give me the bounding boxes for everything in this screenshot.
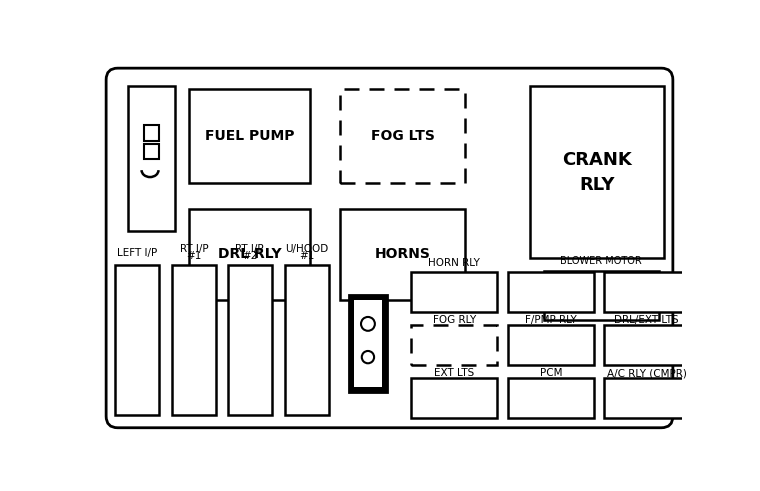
Text: HORN RLY: HORN RLY (428, 258, 480, 268)
Bar (530, 86, 664, 258)
Circle shape (361, 317, 375, 331)
Text: CRANK
RLY: CRANK RLY (562, 151, 632, 193)
Text: FOG RLY: FOG RLY (432, 315, 476, 326)
Bar (411, 378, 497, 418)
Circle shape (362, 351, 374, 363)
Bar (340, 89, 465, 183)
Bar (173, 265, 217, 415)
Bar (508, 272, 594, 312)
Bar (189, 89, 310, 183)
Bar (603, 326, 690, 365)
Bar (543, 271, 659, 320)
Text: #2: #2 (242, 251, 258, 261)
Text: BLOWER MOTOR: BLOWER MOTOR (560, 256, 642, 266)
Bar (349, 295, 387, 392)
Bar (144, 126, 160, 141)
Bar (508, 326, 594, 365)
Text: FOG LTS: FOG LTS (371, 129, 435, 143)
Bar (603, 272, 690, 312)
Text: HORNS: HORNS (375, 247, 430, 262)
Bar (116, 265, 160, 415)
Bar (189, 209, 310, 300)
Bar (411, 326, 497, 365)
Bar (354, 300, 382, 387)
Bar (228, 265, 271, 415)
Bar (411, 272, 497, 312)
Text: LEFT I/P: LEFT I/P (117, 248, 157, 258)
Bar (128, 86, 176, 231)
Text: F/PMP RLY: F/PMP RLY (525, 315, 577, 326)
Bar (340, 209, 465, 300)
Bar (144, 144, 160, 160)
Text: DRL/EXT LTS: DRL/EXT LTS (614, 315, 679, 326)
Bar (285, 265, 328, 415)
Text: PCM: PCM (540, 368, 562, 379)
Text: U/HOOD: U/HOOD (285, 244, 328, 254)
Text: #1: #1 (299, 251, 315, 261)
FancyBboxPatch shape (106, 68, 673, 428)
Text: #1: #1 (187, 251, 202, 261)
Bar (508, 378, 594, 418)
Text: EXT LTS: EXT LTS (434, 368, 474, 379)
Text: DRL RLY: DRL RLY (218, 247, 281, 262)
Text: RT I/P: RT I/P (236, 244, 264, 254)
Text: RT I/P: RT I/P (180, 244, 208, 254)
Text: A/C RLY (CMPR): A/C RLY (CMPR) (606, 368, 686, 379)
Bar (603, 378, 690, 418)
Text: FUEL PUMP: FUEL PUMP (205, 129, 294, 143)
